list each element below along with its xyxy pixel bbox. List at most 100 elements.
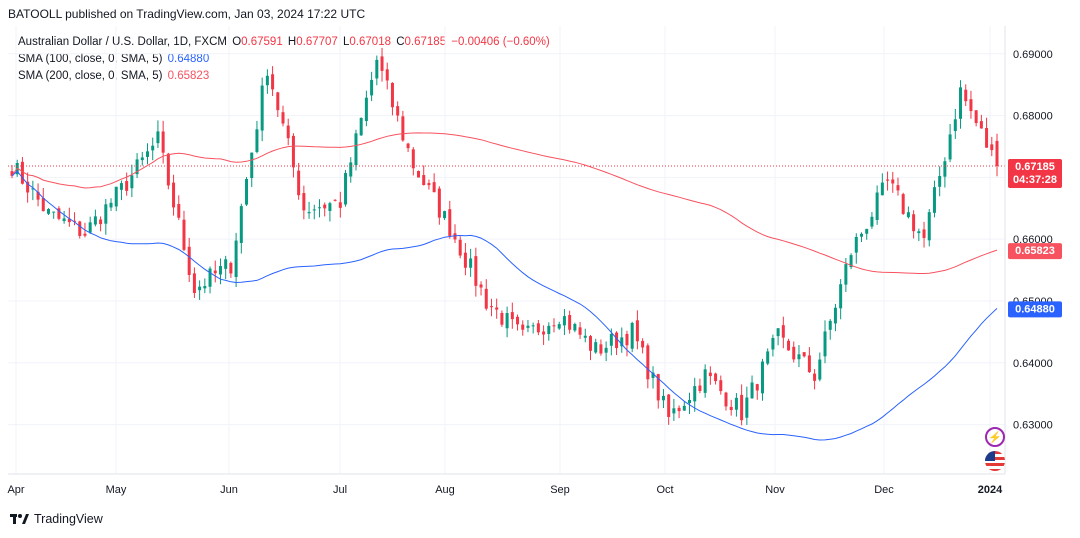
candle-body [787, 340, 791, 351]
candle-body [401, 116, 405, 141]
candle-body [328, 203, 332, 211]
candle-body [917, 231, 921, 234]
candle-body [453, 233, 457, 240]
candle-body [875, 192, 879, 220]
candle-body [130, 175, 134, 189]
candle-body [703, 369, 707, 393]
candle-body [922, 229, 926, 238]
candle-body [948, 134, 952, 160]
candle-body [333, 199, 337, 201]
symbol-legend-row[interactable]: Australian Dollar / U.S. Dollar, 1D, FXC… [18, 34, 550, 51]
candle-body [469, 258, 473, 268]
time-tick-label: Aug [435, 484, 455, 496]
candle-body [625, 333, 629, 346]
time-tick-label: Jun [220, 484, 238, 496]
candle-body [979, 121, 983, 129]
candle-body [844, 264, 848, 285]
candle-body [724, 392, 728, 407]
candle-body [432, 182, 436, 193]
candle-body [359, 117, 363, 136]
candle-body [104, 204, 108, 224]
candle-body [417, 171, 421, 178]
candle-body [750, 382, 754, 399]
candle-body [406, 143, 410, 149]
low-label: L [343, 36, 350, 48]
candle-body [411, 149, 415, 169]
candle-body [109, 202, 113, 208]
candle-body [813, 373, 817, 381]
time-tick-label: Jul [333, 484, 347, 496]
candle-body [953, 119, 957, 131]
candle-body [370, 79, 374, 96]
candle-body [719, 380, 723, 392]
candle-body [161, 131, 165, 153]
candle-body [500, 312, 504, 325]
last-price-tag-text: 0.67185 [1015, 161, 1055, 173]
candle-body [870, 216, 874, 227]
candle-body [390, 82, 394, 108]
time-tick-label: Dec [874, 484, 894, 496]
candle-body [807, 355, 811, 373]
candle-body [969, 99, 973, 112]
candle-body [271, 74, 275, 90]
sma200-value: 0.65823 [167, 70, 210, 82]
candle-body [349, 162, 353, 177]
last-price-tag [1008, 158, 1062, 188]
candle-body [119, 183, 123, 190]
candle-body [740, 394, 744, 421]
candle-body [583, 335, 587, 338]
candle-body [959, 87, 963, 119]
candle-body [995, 140, 999, 166]
candle-body [208, 268, 212, 287]
open-label: O [232, 36, 242, 48]
candle-body [234, 240, 238, 277]
candle-body [651, 372, 655, 378]
sma100-line [11, 170, 998, 441]
candle-body [599, 344, 603, 354]
candle-body [46, 209, 50, 214]
candle-body [177, 204, 181, 218]
footer[interactable]: TradingView [10, 512, 103, 526]
sma200-legend-row[interactable]: SMA (200, close, 0, SMA, 5) 0.65823 [18, 68, 550, 85]
candle-body [213, 270, 217, 274]
candle-body [865, 228, 869, 234]
price-tick-label: 0.68000 [1013, 111, 1053, 123]
candle-body [505, 313, 509, 329]
publisher-line: BATOOLL published on TradingView.com, Ja… [8, 7, 366, 21]
candle-body [375, 59, 379, 79]
price-axis: 0.690000.680000.670000.660000.650000.640… [1013, 49, 1053, 432]
price-tick-label: 0.63000 [1013, 420, 1053, 432]
candle-body [552, 325, 556, 327]
candle-body [630, 322, 634, 349]
candle-body [672, 408, 676, 414]
candle-body [792, 346, 796, 360]
candle-body [943, 161, 947, 177]
candle-body [734, 397, 738, 410]
candle-body [323, 204, 327, 209]
candle-body [151, 145, 155, 151]
candle-body [964, 89, 968, 102]
sma200-tag [1008, 243, 1062, 260]
candle-body [31, 188, 35, 190]
candle-body [88, 222, 92, 233]
us-flag-icon[interactable] [985, 451, 1005, 471]
candle-body [307, 212, 311, 214]
candle-body [771, 337, 775, 350]
candle-body [338, 202, 342, 208]
sma100-legend-row[interactable]: SMA (100, close, 0, SMA, 5) 0.64880 [18, 51, 550, 68]
candle-body [255, 129, 259, 152]
candle-body [380, 56, 384, 71]
footer-brand: TradingView [34, 512, 103, 526]
lightning-icon[interactable]: ⚡ [985, 427, 1005, 447]
candle-body [281, 112, 285, 124]
candle-body [990, 144, 994, 151]
candle-body [839, 284, 843, 309]
candle-body [250, 152, 254, 179]
candle-body [641, 340, 645, 348]
candle-body [833, 307, 837, 324]
candle-body [297, 170, 301, 196]
candle-body [67, 218, 71, 223]
candle-body [182, 219, 186, 250]
